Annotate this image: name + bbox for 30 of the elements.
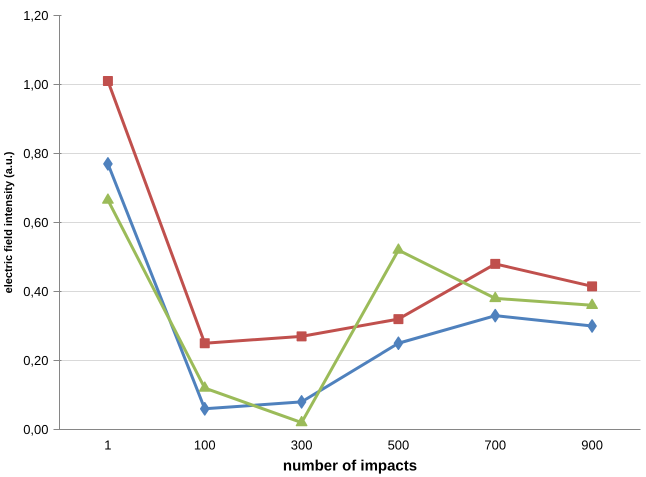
- point: [490, 308, 500, 323]
- point: [393, 314, 404, 324]
- point: [587, 319, 597, 333]
- point: [102, 76, 113, 86]
- x-tick-label: 300: [290, 438, 312, 452]
- x-tick-label: 100: [194, 438, 216, 452]
- point: [200, 402, 210, 416]
- point: [490, 258, 500, 269]
- x-tick-label: 700: [484, 438, 506, 452]
- point: [586, 298, 598, 309]
- y-tick-label: 0,60: [23, 215, 49, 230]
- x-axis-title: number of impacts: [282, 458, 418, 474]
- point: [587, 281, 598, 292]
- y-tick-label: 1,20: [23, 8, 49, 23]
- point: [198, 381, 211, 392]
- y-tick-label: 0,20: [23, 353, 49, 368]
- point: [200, 338, 210, 348]
- point: [296, 416, 308, 426]
- point: [102, 193, 114, 204]
- y-tick-label: 1,00: [23, 77, 49, 92]
- y-tick-label: 0,40: [23, 284, 49, 299]
- point: [296, 331, 307, 342]
- y-tick-label: 0,00: [23, 422, 49, 437]
- point: [489, 292, 502, 302]
- x-tick-label: 900: [581, 438, 603, 452]
- y-axis-title: electric field intensity (a.u.): [3, 151, 16, 294]
- point: [392, 243, 404, 254]
- x-tick-label: 1: [104, 438, 112, 452]
- x-tick-label: 500: [388, 438, 410, 452]
- y-tick-label: 0,80: [23, 146, 49, 161]
